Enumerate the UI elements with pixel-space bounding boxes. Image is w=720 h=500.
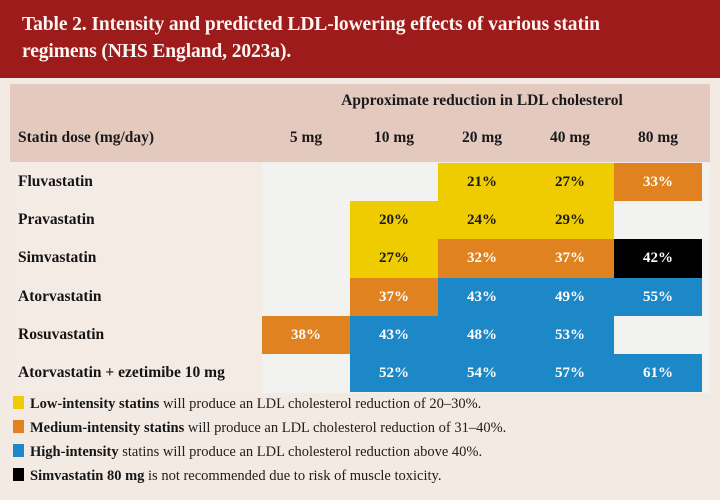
column-header-40-mg: 40 mg: [549, 129, 591, 146]
figure-title-banner: Table 2. Intensity and predicted LDL-low…: [0, 0, 720, 78]
table-cell: 38%: [262, 315, 350, 354]
row-label: Pravastatin: [18, 211, 95, 229]
legend-item-description: will produce an LDL cholesterol reductio…: [184, 420, 507, 436]
table-cell: [614, 201, 702, 239]
table-cell: 61%: [614, 354, 702, 393]
row-label: Simvastatin: [18, 249, 97, 267]
table-cell: 54%: [438, 354, 526, 393]
figure-title-line-1: Table 2. Intensity and predicted LDL-low…: [22, 14, 600, 35]
table-cell: [262, 354, 350, 392]
table-cell: [262, 201, 350, 239]
legend-item-description: statins will produce an LDL cholesterol …: [118, 444, 483, 460]
table-cell: 32%: [438, 239, 526, 278]
column-header-5-mg: 5 mg: [289, 129, 323, 146]
legend-item-term: Low-intensity statins: [30, 396, 160, 412]
table-cell: 33%: [614, 163, 702, 202]
column-group-header: Approximate reduction in LDL cholesterol: [341, 92, 623, 109]
table-cell: 27%: [350, 239, 438, 278]
legend-item-term: High-intensity: [30, 444, 119, 460]
row-label: Atorvastatin: [18, 287, 102, 305]
table-cell: [614, 316, 702, 354]
legend-item-term: Medium-intensity statins: [30, 420, 185, 436]
legend: Low-intensity statins will produce an LD…: [10, 395, 710, 495]
legend-item: High-intensity statins will produce an L…: [13, 443, 482, 467]
table-cell: [262, 278, 350, 316]
row-label-column-background: [10, 163, 262, 393]
table-header-band: Approximate reduction in LDL cholesterol…: [10, 84, 710, 162]
table-cell: [262, 163, 350, 201]
column-header-80-mg: 80 mg: [637, 129, 679, 146]
statin-table: Approximate reduction in LDL cholesterol…: [10, 84, 710, 393]
table-cell: 37%: [350, 277, 438, 316]
table-body: Fluvastatin 21% 27% 33% Pravastatin 20% 24% 29%…: [10, 163, 710, 393]
legend-item-description: is not recommended due to risk of muscle…: [144, 468, 442, 484]
table-cell: 37%: [526, 239, 614, 278]
legend-item: Simvastatin 80 mg is not recommended due…: [13, 467, 441, 491]
table-cell: 21%: [438, 163, 526, 202]
table-cell: 20%: [350, 201, 438, 240]
figure-title-line-2: regimens (NHS England, 2023a).: [22, 41, 292, 62]
legend-item: Medium-intensity statins will produce an…: [13, 419, 506, 443]
row-label: Atorvastatin + ezetimibe 10 mg: [18, 364, 225, 381]
legend-item: Low-intensity statins will produce an LD…: [13, 395, 481, 419]
table-cell: [350, 163, 438, 201]
row-header-label: Statin dose (mg/day): [18, 129, 155, 146]
row-label: Fluvastatin: [18, 173, 93, 190]
table-cell: 42%: [614, 239, 702, 278]
table-cell: 55%: [614, 277, 702, 316]
column-header-10-mg: 10 mg: [373, 129, 415, 146]
legend-item-term: Simvastatin 80 mg: [30, 468, 145, 484]
legend-swatch-low-icon: [13, 396, 24, 409]
table-cell: 53%: [526, 315, 614, 354]
table-cell: 49%: [526, 277, 614, 316]
table-cell: 43%: [438, 277, 526, 316]
table-cell: 48%: [438, 315, 526, 354]
table-cell: 52%: [350, 354, 438, 393]
table-cell: 43%: [350, 315, 438, 354]
row-label: Rosuvastatin: [18, 325, 105, 343]
table-cell: 27%: [526, 163, 614, 202]
legend-swatch-high-icon: [13, 444, 24, 457]
table-cell: [262, 239, 350, 277]
column-header-20-mg: 20 mg: [461, 129, 503, 146]
table-cell: 24%: [438, 201, 526, 240]
table-cell: 57%: [526, 354, 614, 393]
legend-swatch-medium-icon: [13, 420, 24, 433]
table-cell: 29%: [526, 201, 614, 240]
legend-swatch-notrecommended-icon: [13, 468, 24, 481]
legend-item-description: will produce an LDL cholesterol reductio…: [159, 396, 482, 412]
